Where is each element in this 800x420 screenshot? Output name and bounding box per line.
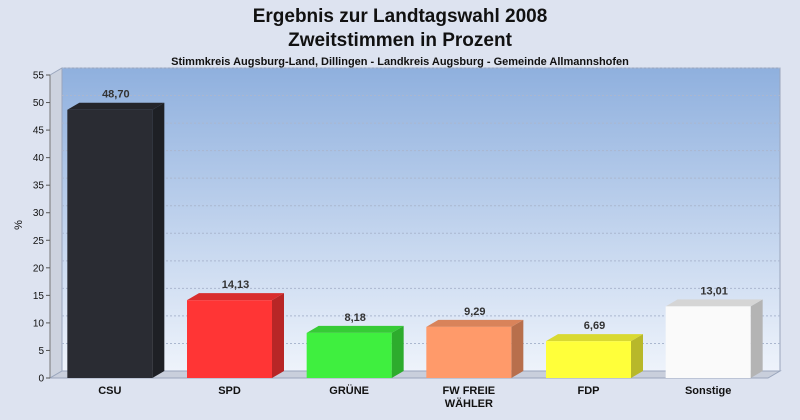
bar-side <box>391 325 404 378</box>
y-tick-label: 50 <box>33 98 45 109</box>
bar-top <box>306 325 404 333</box>
bar-side <box>152 102 165 378</box>
category-label: WÄHLER <box>445 397 493 410</box>
y-tick-label: 35 <box>33 181 45 192</box>
bar-side <box>631 334 643 378</box>
category-label: SPD <box>218 385 241 397</box>
bar <box>187 293 284 378</box>
bar-top <box>426 319 524 327</box>
bar-top <box>546 334 643 342</box>
y-tick-label: 40 <box>33 153 45 164</box>
value-label: 48,70 <box>102 89 130 101</box>
bar-front <box>665 306 751 378</box>
bar <box>67 102 165 378</box>
plot-side-wall <box>49 67 63 379</box>
bar-top <box>187 293 284 301</box>
category-label: FDP <box>578 385 600 397</box>
bar <box>426 319 524 378</box>
value-label: 6,69 <box>584 320 605 332</box>
bar-side <box>511 319 524 378</box>
value-label: 13,01 <box>700 285 728 297</box>
bar-front <box>187 300 272 378</box>
bar-front <box>426 326 512 378</box>
bar-top <box>67 102 165 110</box>
value-label: 14,13 <box>222 279 250 291</box>
chart-subtitle: Stimmkreis Augsburg-Land, Dillingen - La… <box>171 56 629 68</box>
bar-front <box>546 341 631 378</box>
bar-side <box>272 293 284 378</box>
y-tick-label: 25 <box>33 236 45 247</box>
category-label: CSU <box>98 385 121 397</box>
y-tick-label: 15 <box>33 291 45 302</box>
bar-top <box>665 299 763 307</box>
bars <box>67 102 763 378</box>
bar <box>665 299 763 378</box>
value-label: 9,29 <box>464 306 485 318</box>
value-labels: 48,70 14,13 8,18 9,29 6,69 13,01 <box>102 89 728 332</box>
bar-front <box>306 332 392 378</box>
y-tick-label: 20 <box>33 263 45 274</box>
y-tick-label: 30 <box>33 208 45 219</box>
y-tick-label: 0 <box>38 374 44 385</box>
chart-title-line-1: Ergebnis zur Landtagswahl 2008 <box>253 6 548 27</box>
y-tick-label: 45 <box>33 126 45 137</box>
chart-title-line-2: Zweitstimmen in Prozent <box>288 30 512 51</box>
bar-side <box>750 299 763 378</box>
y-tick-label: 5 <box>38 346 44 357</box>
plot-area <box>48 67 782 379</box>
value-label: 8,18 <box>344 312 365 324</box>
y-tick-label: 55 <box>33 71 45 82</box>
category-label: FW FREIE <box>443 385 496 397</box>
category-label: Sonstige <box>685 385 731 397</box>
y-tick-label: 10 <box>33 318 45 329</box>
category-label: GRÜNE <box>329 384 369 397</box>
plot-back-wall <box>61 67 781 372</box>
y-axis-ticks: 0 5 10 15 20 25 30 35 40 45 50 55 <box>33 71 51 385</box>
y-axis-label: % <box>13 220 25 230</box>
bar <box>306 325 404 378</box>
bar-front <box>67 109 153 378</box>
bar <box>546 334 643 378</box>
